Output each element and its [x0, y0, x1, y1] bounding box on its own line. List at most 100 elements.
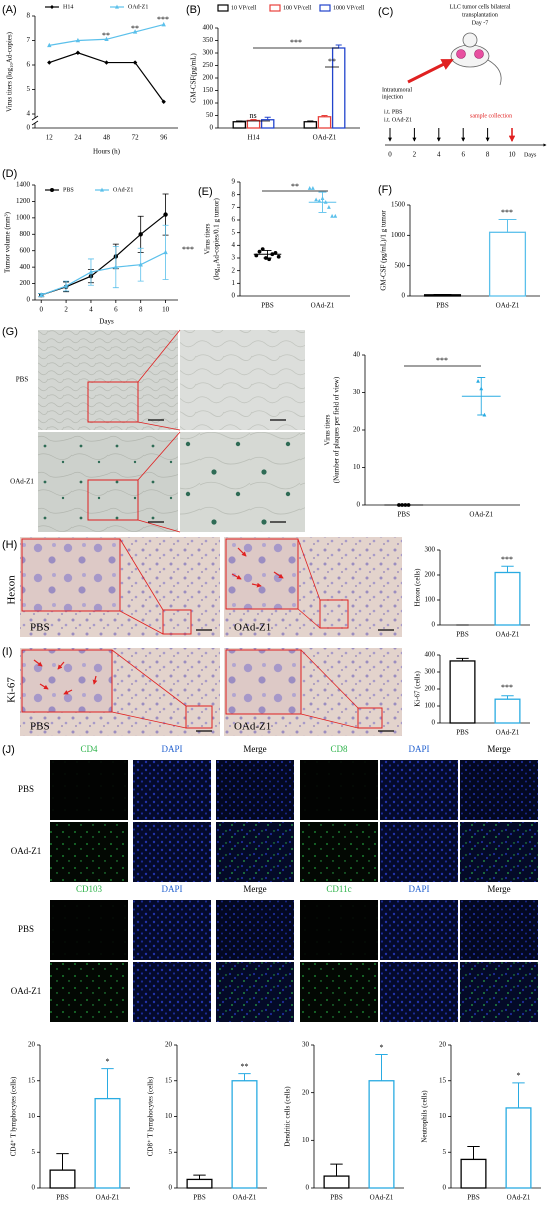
inset	[225, 538, 299, 610]
x-tick-label: 8	[139, 306, 143, 314]
zoom-line	[297, 538, 321, 601]
bar	[460, 1158, 487, 1189]
error-bar	[264, 116, 271, 120]
axis-break	[31, 115, 39, 121]
row-label: OAd-Z1	[10, 478, 34, 486]
micrograph	[50, 900, 128, 960]
column-header: Merge	[487, 744, 510, 754]
micrograph	[380, 962, 458, 1022]
arrow	[63, 689, 73, 695]
x-tick-label: OAd-Z1	[96, 1194, 120, 1202]
x-tick-label: OAd-Z1	[496, 631, 520, 639]
panel-label: (F)	[378, 184, 392, 196]
stain-label: Ki-67	[6, 677, 18, 703]
row-label: PBS	[16, 376, 29, 384]
x-tick-label: OAd-Z1	[233, 1194, 257, 1202]
y-tick-label: 400	[425, 651, 436, 659]
column-header: Merge	[243, 744, 266, 754]
y-tick-label: 1000	[391, 231, 406, 239]
y-tick-label: 0	[432, 719, 436, 727]
y-tick-label: 5	[443, 1148, 447, 1156]
marker	[50, 5, 54, 9]
mouse-head	[462, 32, 478, 48]
schematic-text: Intratumoral	[382, 87, 412, 93]
arrow	[273, 571, 284, 579]
row-label: PBS	[18, 924, 34, 934]
micrograph	[216, 900, 294, 960]
mouse-tail	[487, 59, 502, 86]
significance: *	[517, 1071, 521, 1080]
y-tick-label: 0	[27, 296, 31, 304]
micrograph	[50, 822, 128, 882]
micrograph	[380, 900, 458, 960]
y-tick-label: 10	[302, 1136, 310, 1144]
y-label: Virus titers	[324, 414, 332, 445]
panel-label: (E)	[198, 186, 213, 198]
y-tick-label: 600	[20, 246, 31, 254]
y-tick-label: 2	[232, 266, 236, 274]
y-tick-label: 200	[20, 279, 31, 287]
column-header: DAPI	[408, 744, 429, 754]
marker	[163, 212, 168, 217]
timeline-label: 4	[437, 151, 441, 159]
micrograph	[180, 432, 305, 532]
x-tick-label: 0	[39, 306, 43, 314]
y-tick-label: 0	[232, 292, 236, 300]
marker	[115, 4, 119, 9]
y-tick-label: 5	[169, 1148, 173, 1156]
y-label: Dendritic cells (cells)	[284, 1086, 292, 1147]
sd-bar	[318, 191, 327, 213]
micrograph	[460, 962, 538, 1022]
sd-bar	[477, 377, 486, 416]
significance: *	[106, 1057, 110, 1066]
marker	[161, 99, 166, 104]
y-tick-label: 0	[402, 292, 406, 300]
marker	[100, 187, 104, 192]
y-tick-label: 300	[203, 49, 214, 57]
zoom-line	[300, 713, 359, 729]
y-tick-label: 200	[425, 685, 436, 693]
y-tick-label: 150	[203, 86, 214, 94]
y-tick-label: 20	[439, 1041, 447, 1049]
error-bar	[512, 1082, 525, 1108]
bar	[317, 116, 332, 129]
x-tick-label: 72	[132, 134, 140, 142]
micrograph	[50, 760, 128, 820]
y-tick-label: 500	[395, 261, 406, 269]
legend-label: 10 VP/cell	[231, 5, 257, 11]
y-tick-label: 4	[27, 110, 31, 118]
panel-label: (A)	[2, 4, 17, 16]
tumor	[456, 49, 466, 59]
x-tick-label: OAd-Z1	[507, 1194, 531, 1202]
significance: ***	[182, 245, 194, 254]
marker	[161, 21, 166, 27]
zoom-line	[297, 608, 321, 629]
panel-label: (I)	[2, 646, 12, 658]
schematic-text: LLC tumor cells bilateral	[450, 4, 511, 10]
bar	[303, 121, 318, 129]
x-tick-label: 24	[74, 134, 82, 142]
row-label: PBS	[18, 784, 34, 794]
significance: **	[291, 182, 299, 191]
y-tick-label: 10	[165, 1112, 173, 1120]
error-bar	[193, 1174, 206, 1180]
y-tick-label: 100	[425, 596, 436, 604]
zoom-box	[87, 381, 139, 423]
x-tick-label: OAd-Z1	[370, 1194, 394, 1202]
marker	[63, 283, 69, 288]
marker	[257, 249, 262, 254]
y-tick-label: 800	[20, 230, 31, 238]
line	[41, 251, 166, 296]
arrow	[231, 573, 242, 580]
y-tick-label: 0	[357, 501, 361, 509]
zoom-box	[319, 599, 349, 629]
significance: *	[380, 1043, 384, 1052]
y-tick-label: 40	[353, 351, 361, 359]
y-tick-label: 1200	[16, 197, 31, 205]
error-bar	[250, 119, 257, 121]
y-tick-label: 9	[232, 178, 236, 186]
x-tick-label: PBS	[330, 1194, 343, 1202]
row-label: OAd-Z1	[11, 846, 42, 856]
stain-label: Hexon	[6, 575, 18, 605]
